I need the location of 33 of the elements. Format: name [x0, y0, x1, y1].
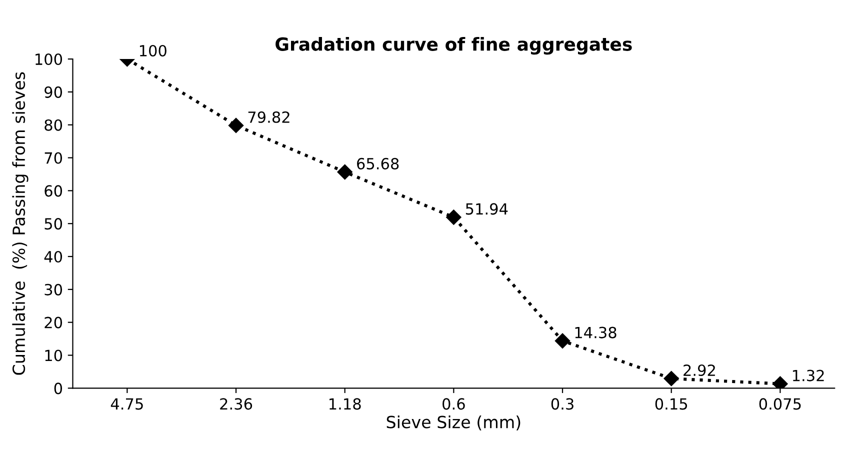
y-axis-title: Cumulative (%) Passing from sieves [12, 72, 28, 375]
y-tick-label: 70 [44, 152, 62, 164]
chart-title: Gradation curve of fine aggregates [276, 36, 632, 55]
x-tick-label: 0.075 [759, 398, 801, 410]
data-label: 79.82 [248, 111, 290, 123]
x-tick-label: 1.18 [330, 398, 361, 410]
data-label: 100 [140, 44, 166, 57]
data-label: 51.94 [466, 203, 508, 215]
point [337, 164, 352, 180]
data-label: 14.38 [575, 326, 616, 338]
y-tick-label: 30 [44, 284, 62, 296]
data-label: 2.92 [684, 364, 715, 376]
x-axis-title: Sieve Size (mm) [386, 415, 520, 430]
point [228, 118, 244, 134]
y-tick-label: 80 [44, 119, 62, 131]
point [664, 370, 679, 386]
y-tick-label: 20 [44, 316, 62, 328]
point [554, 333, 570, 348]
y-tick-label: 0 [54, 382, 62, 394]
x-tick-label: 0.6 [442, 398, 465, 410]
x-tick-label: 0.3 [551, 398, 574, 410]
y-tick-label: 100 [36, 53, 62, 66]
data-label: 65.68 [357, 158, 399, 170]
y-tick-label: 10 [45, 350, 62, 362]
y-tick-label: 90 [44, 86, 62, 98]
x-tick-label: 2.36 [220, 398, 252, 410]
y-tick-label: 60 [44, 185, 62, 197]
x-tick-label: 4.75 [110, 398, 143, 410]
data-label: 1.32 [792, 370, 824, 382]
x-tick-label: 0.15 [655, 398, 688, 410]
y-tick-label: 50 [44, 218, 62, 230]
y-tick-label: 40 [44, 250, 62, 263]
point [446, 210, 462, 225]
